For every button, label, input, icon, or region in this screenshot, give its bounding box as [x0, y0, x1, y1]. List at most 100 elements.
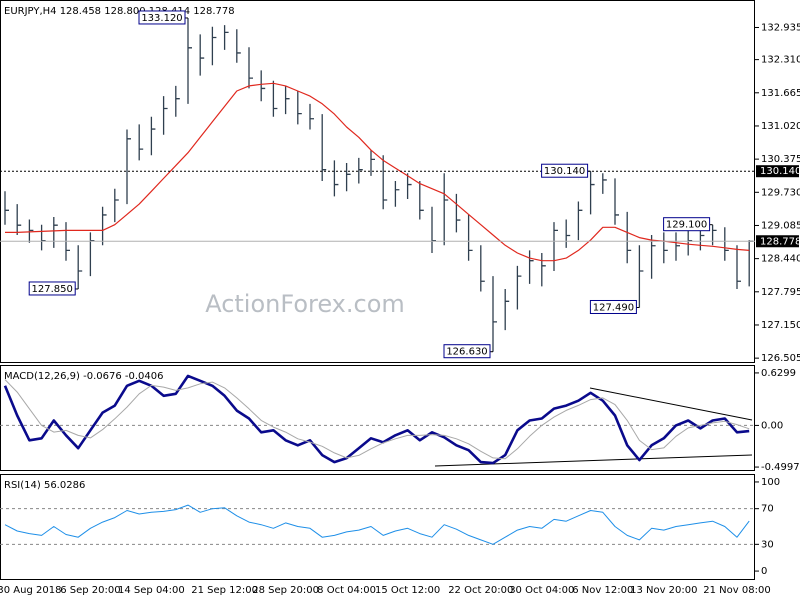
price-bar [150, 116, 156, 156]
panel-title: RSI(14) 56.0286 [4, 480, 85, 491]
price-bar [467, 214, 473, 261]
annotation-box [663, 217, 711, 232]
annotation-label: 127.850 [32, 284, 73, 295]
price-bar [40, 224, 46, 251]
price-bar [114, 188, 119, 223]
price-bar [297, 90, 302, 125]
y-tick-label: 131.020 [761, 121, 800, 132]
price-bar [492, 276, 497, 352]
y-tick-label: 128.440 [761, 254, 800, 265]
price-bar [162, 96, 168, 135]
y-tick-label: 30 [761, 539, 774, 550]
y-tick-label: 129.085 [761, 220, 800, 231]
price-bar [663, 232, 668, 264]
x-tick-label: 30 Aug 2018 [0, 585, 61, 596]
annotation-label: 127.490 [593, 302, 634, 313]
price-bar [528, 250, 534, 284]
price-bar [309, 103, 314, 130]
y-tick-label: 127.150 [761, 320, 800, 331]
price-bar [431, 206, 436, 253]
annotation-label: 130.140 [544, 166, 585, 177]
y-tick-label: 129.730 [761, 187, 800, 198]
price-bar [394, 180, 400, 207]
y-tick-label: 0 [761, 566, 767, 577]
price-bar [101, 206, 107, 246]
trend-line [589, 387, 753, 421]
indicator-line [4, 379, 750, 460]
x-tick-label: 21 Sep 12:00 [191, 585, 258, 596]
indicator-line [3, 374, 750, 465]
rsi-panel [0, 474, 755, 580]
y-tick-label: 132.935 [761, 22, 800, 33]
price-tag [756, 165, 799, 178]
panel-title: EURJPY,H4 128.458 128.800 128.414 128.77… [4, 6, 235, 17]
price-bar [260, 70, 266, 102]
price-bar [321, 114, 327, 181]
price-bar [126, 129, 131, 205]
price-bar [53, 216, 58, 248]
price-bar [565, 219, 571, 248]
price-bar [4, 191, 9, 225]
price-bar [284, 85, 290, 115]
price-bar [626, 211, 632, 264]
price-bar [333, 160, 339, 197]
price-bar [406, 173, 412, 199]
annotation-label: 129.100 [666, 220, 707, 231]
price-tag-label: 128.778 [760, 236, 800, 247]
annotation-box [589, 299, 637, 314]
price-bar [504, 288, 510, 331]
y-tick-label: 0.00 [761, 420, 783, 431]
x-tick-label: 13 Nov 20:00 [630, 585, 697, 596]
x-tick-label: 14 Sep 04:00 [118, 585, 185, 596]
price-bar [638, 245, 644, 308]
price-bar [370, 150, 375, 176]
price-bar [248, 47, 253, 89]
y-tick-label: 130.375 [761, 154, 800, 165]
x-tick-label: 21 Nov 08:00 [703, 585, 770, 596]
price-bar [480, 245, 485, 292]
x-tick-label: 28 Sep 20:00 [252, 585, 319, 596]
y-tick-label: 127.795 [761, 287, 800, 298]
y-tick-label: 0.6299 [761, 368, 796, 379]
price-bar [541, 252, 546, 287]
annotation-box [443, 344, 491, 359]
x-tick-label: 15 Oct 12:00 [375, 585, 440, 596]
price-bar [614, 178, 619, 225]
price-bar [175, 85, 180, 117]
price-bar [345, 162, 351, 192]
indicator-line [4, 504, 750, 545]
price-bar [211, 26, 217, 66]
price-bar [16, 204, 22, 235]
price-bar [272, 80, 278, 117]
x-tick-label: 6 Sep 20:00 [60, 585, 120, 596]
moving-average [5, 82, 750, 262]
annotation-box [541, 163, 589, 178]
trend-line [434, 454, 753, 467]
price-tag-label: 130.140 [760, 166, 800, 177]
annotation-box [138, 10, 186, 25]
price-bar [28, 219, 34, 243]
price-bar [589, 171, 595, 215]
price-bar [736, 245, 741, 289]
y-tick-label: 131.665 [761, 88, 800, 99]
panel-title: MACD(12,26,9) -0.0676 -0.0406 [4, 371, 164, 382]
price-bar [236, 29, 241, 63]
macd-panel [0, 365, 755, 471]
price-bar [724, 227, 729, 261]
price-bar [77, 245, 83, 289]
price-bar [516, 265, 522, 310]
y-tick-label: -0.4997 [761, 462, 800, 473]
price-bar [382, 155, 388, 210]
y-tick-label: 126.505 [761, 353, 800, 364]
price-bar [89, 232, 95, 277]
price-bar [419, 180, 424, 220]
price-bar [199, 34, 205, 76]
price-bar [675, 232, 680, 261]
price-bar [443, 173, 449, 246]
annotation-label: 126.630 [446, 347, 487, 358]
price-bar [358, 157, 363, 184]
x-tick-label: 6 Nov 12:00 [572, 585, 633, 596]
annotation-box [28, 281, 76, 296]
